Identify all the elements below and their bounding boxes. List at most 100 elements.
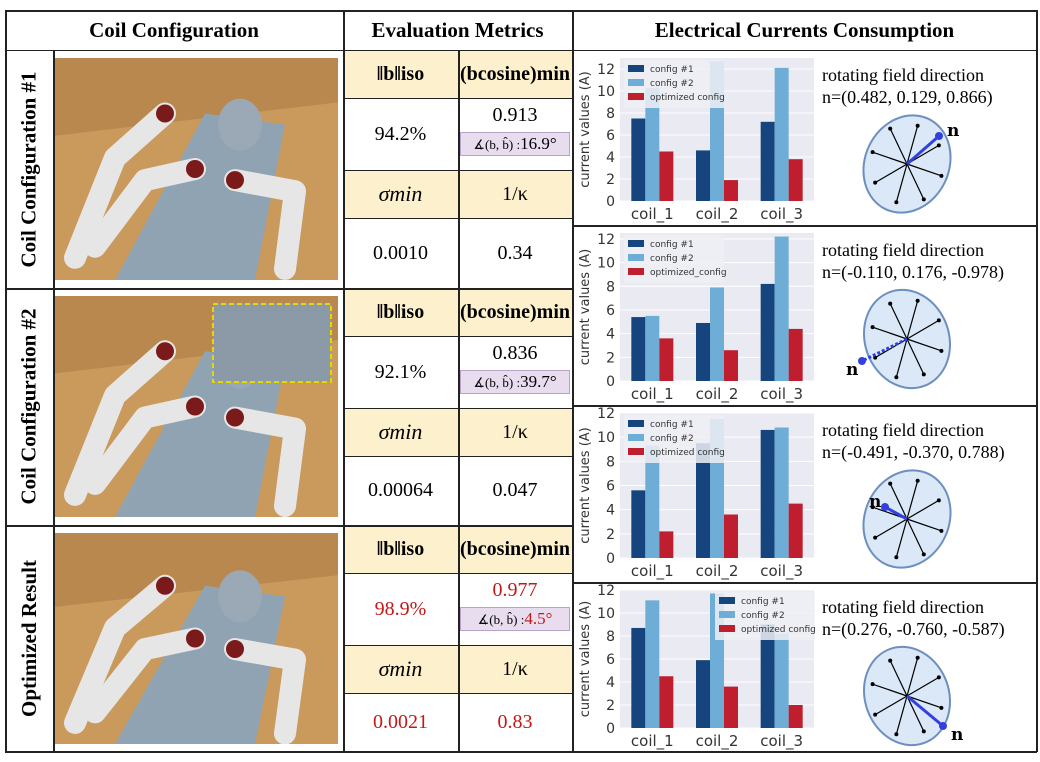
header-electrical-currents: Electrical Currents Consumption (654, 18, 955, 42)
normal-label: n (846, 360, 858, 380)
field-arrow (889, 303, 908, 340)
field-arrow (874, 695, 908, 716)
table-rule (1036, 10, 1038, 752)
bar-config-2-coil_1 (645, 600, 660, 728)
y-tick-label: 4 (606, 503, 615, 519)
table-rule (5, 288, 343, 290)
normal-arrowhead-icon (881, 503, 889, 511)
angle-label: ∡(b, b̂) : (473, 137, 521, 152)
divider (343, 693, 572, 694)
arrowhead-icon (921, 197, 926, 202)
cosine-value: 0.913 (492, 103, 538, 126)
bar-config-2-coil_3 (774, 236, 789, 381)
robot-arm (84, 627, 206, 724)
field-arrow (906, 657, 919, 697)
bar-optimized-config-coil_3 (788, 503, 803, 558)
legend-swatch (628, 65, 644, 72)
y-tick-label: 8 (606, 279, 615, 295)
bar-config-1-coil_2 (696, 322, 710, 381)
arrowhead-icon (936, 498, 941, 503)
divider (343, 456, 572, 457)
y-tick-label: 2 (606, 172, 615, 188)
field-arrow (895, 163, 908, 203)
cosine-cell: 0.913 ∡(b, b̂) :16.9° (458, 98, 572, 170)
bar-optimized-config-coil_1 (659, 676, 674, 728)
y-tick-label: 12 (597, 62, 615, 78)
legend-swatch (628, 93, 644, 100)
field-arrow (906, 125, 919, 165)
field-arrow (906, 518, 942, 532)
robot-arm (224, 406, 306, 517)
normal-arrowhead-icon (858, 357, 866, 365)
bar-optimized-config-coil_2 (724, 686, 738, 728)
legend-label: config #1 (650, 240, 694, 250)
bar-optimized-config-coil_1 (659, 151, 674, 201)
bar-config-2-coil_2 (710, 287, 724, 381)
bar-config-1-coil_1 (631, 118, 646, 201)
row-label-text: Coil Configuration #1 (16, 70, 41, 268)
legend-label: optimized_config (650, 268, 727, 278)
y-axis-label: current values (A) (578, 71, 593, 187)
field-arrow (906, 518, 925, 555)
field-direction-diagram: n (862, 645, 963, 747)
y-tick-label: 6 (606, 479, 615, 495)
direction-vector: n=(-0.491, -0.370, 0.788) (822, 442, 1005, 462)
bar-config-2-coil_3 (774, 427, 789, 558)
norm-header: ‖b‖iso (343, 525, 458, 573)
table-rule (5, 751, 1037, 753)
y-tick-label: 12 (597, 583, 615, 599)
legend-swatch (719, 611, 735, 618)
angle-box: ∡(b, b̂) :4.5° (460, 607, 570, 631)
cosine-header: (bcosine)min (458, 50, 572, 98)
kappa-value: 0.83 (497, 711, 533, 733)
cosine-cell: 0.836 ∡(b, b̂) :39.7° (458, 336, 572, 408)
table-rule (572, 10, 574, 752)
arrowhead-icon (936, 675, 941, 680)
y-tick-label: 0 (606, 194, 615, 210)
x-tick-label: coil_2 (696, 732, 739, 751)
angle-label: ∡(b, b̂) : (473, 375, 521, 390)
y-tick-label: 0 (606, 721, 615, 737)
sigma-header-text: σmin (378, 419, 423, 444)
arrowhead-icon (915, 123, 920, 128)
header-evaluation-metrics: Evaluation Metrics (371, 18, 544, 42)
normal-vector-arrow (861, 337, 908, 363)
table-rule (5, 50, 1037, 51)
norm-value: 94.2% (374, 122, 427, 145)
normal-vector-arrow (906, 134, 940, 166)
current-bar-chart: 0 2 4 6 8 10 12 current values (A) coil_1 coil_2 c… (578, 58, 814, 224)
arrowhead-icon (894, 555, 899, 560)
angle-label: ∡(b, b̂) : (477, 612, 525, 627)
angle-value: 39.7° (520, 372, 557, 391)
kappa-header-text: 1/κ (502, 182, 528, 205)
field-arrow (906, 163, 942, 177)
divider (343, 98, 572, 99)
legend-label: config #2 (650, 79, 694, 89)
arrowhead-icon (921, 552, 926, 557)
field-arrow (889, 128, 908, 165)
legend-label: config #1 (650, 65, 694, 75)
y-axis-label: current values (A) (578, 427, 593, 543)
legend-swatch (628, 268, 644, 275)
sigma-header: σmin (343, 170, 458, 218)
y-axis-label: current values (A) (578, 601, 593, 717)
norm-value: 92.1% (374, 360, 427, 383)
y-tick-label: 10 (597, 84, 615, 100)
coil (186, 629, 204, 648)
kappa-header-text: 1/κ (502, 657, 528, 680)
normal-arrowhead-icon (935, 132, 943, 140)
robot-arm (84, 395, 206, 495)
row-label: Coil Configuration #2 (5, 288, 53, 525)
coil (186, 160, 204, 178)
cosine-cell: 0.977 ∡(b, b̂) :4.5° (458, 573, 572, 645)
header-coil-configuration: Coil Configuration (89, 18, 259, 42)
kappa-header: 1/κ (458, 170, 572, 218)
current-bar-chart: 0 2 4 6 8 10 12 current values (A) coil_1 coil_2 c… (578, 583, 816, 751)
cosine-header: (bcosine)min (458, 288, 572, 336)
field-arrow (906, 695, 942, 709)
field-arrow (906, 319, 940, 340)
current-bar-chart: 0 2 4 6 8 10 12 current values (A) coil_1 coil_2 c… (578, 406, 814, 581)
norm-value: 98.9% (374, 597, 427, 620)
angle-box: ∡(b, b̂) :16.9° (460, 132, 570, 156)
